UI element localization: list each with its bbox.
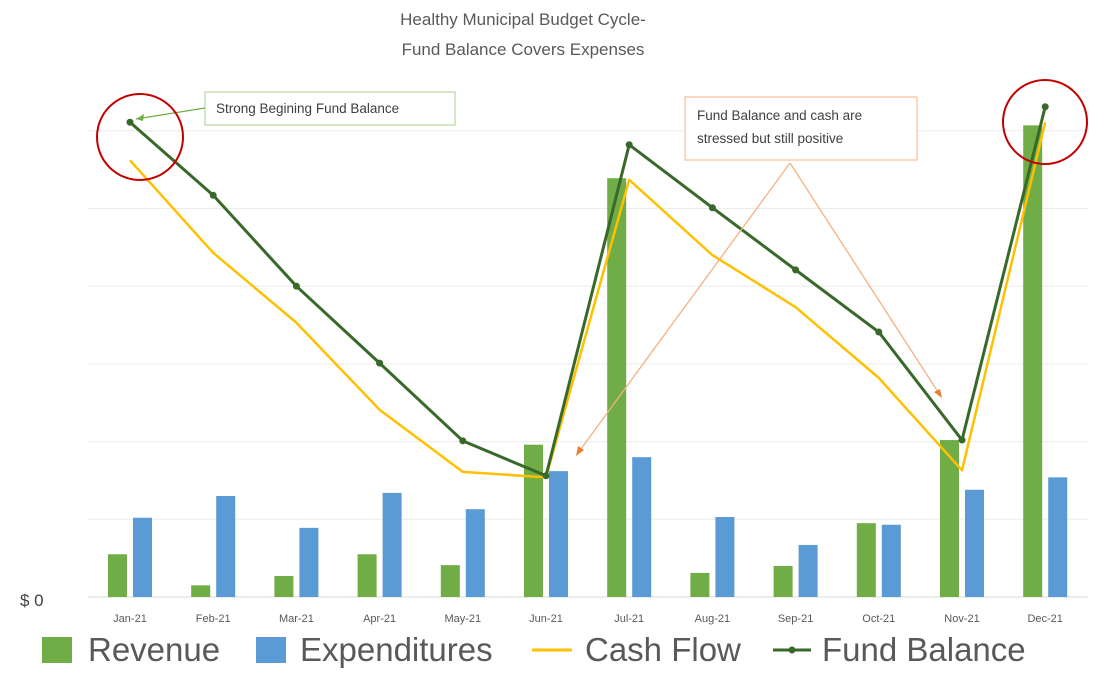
highlight-circle-jan: [96, 93, 184, 181]
bar-revenue: [274, 576, 294, 597]
bar-revenue: [357, 554, 377, 597]
legend-swatch-revenue: [42, 637, 72, 663]
bar-expenditures: [881, 524, 901, 597]
line-fund-balance: [129, 106, 1047, 478]
annotation-stressed-line-1: Fund Balance and cash are: [697, 108, 862, 123]
bar-expenditures: [798, 544, 818, 597]
bar-revenue: [856, 523, 876, 597]
point-fund-balance: [292, 282, 300, 290]
bar-revenue: [191, 585, 211, 597]
bar-expenditures: [632, 457, 652, 597]
point-fund-balance: [875, 328, 883, 336]
annotation-strong-balance: Strong Begining Fund Balance: [216, 101, 399, 116]
point-fund-balance: [376, 359, 384, 367]
bar-revenue: [1023, 125, 1043, 598]
bar-expenditures: [216, 495, 236, 597]
bar-expenditures: [465, 509, 485, 597]
x-tick-label: Aug-21: [695, 613, 730, 625]
legend-fund-balance: Fund Balance: [822, 631, 1026, 668]
legend-cash-flow: Cash Flow: [585, 631, 741, 668]
legend-marker-fund-balance: [788, 646, 796, 654]
y-tick-zero: $ 0: [20, 591, 44, 610]
arrowhead-icon: [934, 389, 942, 398]
arrowhead-icon: [576, 446, 584, 456]
arrowhead-icon: [136, 114, 144, 121]
point-fund-balance: [792, 266, 800, 274]
legend: Revenue Expenditures Cash Flow Fund Bala…: [42, 631, 1026, 668]
x-tick-label: Nov-21: [944, 613, 979, 625]
legend-expenditures: Expenditures: [300, 631, 493, 668]
line-cash-flow: [129, 121, 1047, 479]
point-fund-balance: [1041, 103, 1049, 111]
bar-revenue: [773, 565, 793, 597]
x-tick-label: Jun-21: [529, 613, 563, 625]
highlight-circle-dec: [1002, 79, 1088, 165]
x-tick-label: May-21: [444, 613, 481, 625]
x-tick-label: Feb-21: [196, 613, 231, 625]
bar-expenditures: [1048, 477, 1068, 597]
bar-expenditures: [549, 471, 568, 597]
point-fund-balance: [958, 436, 966, 444]
annotation-arrow-strong-balance: [135, 107, 206, 120]
point-fund-balance: [459, 437, 467, 445]
bar-revenue: [690, 572, 710, 597]
bar-expenditures: [299, 527, 319, 597]
x-tick-label: Dec-21: [1027, 613, 1062, 625]
annotation-arrow-nov: [789, 162, 941, 396]
bar-expenditures: [715, 516, 735, 597]
point-fund-balance: [209, 191, 217, 199]
chart-title-line-2: Fund Balance Covers Expenses: [402, 40, 645, 59]
bar-expenditures: [133, 517, 152, 597]
bar-revenue: [607, 178, 627, 597]
point-fund-balance: [542, 472, 550, 480]
bar-revenue: [108, 554, 127, 597]
annotation-arrow-jun: [577, 162, 791, 454]
point-fund-balance: [625, 141, 633, 149]
x-tick-label: Jul-21: [614, 613, 644, 625]
bar-expenditures: [965, 489, 984, 597]
annotation-stressed-line-2: stressed but still positive: [697, 131, 843, 146]
chart-title-line-1: Healthy Municipal Budget Cycle-: [400, 10, 646, 29]
bar-revenue: [524, 444, 543, 597]
x-tick-label: Jan-21: [113, 613, 147, 625]
annotation-box-stressed: [684, 96, 918, 161]
x-tick-label: Apr-21: [363, 613, 396, 625]
legend-revenue: Revenue: [88, 631, 220, 668]
bar-revenue: [440, 565, 460, 597]
x-tick-label: Oct-21: [862, 613, 895, 625]
point-fund-balance: [126, 118, 134, 126]
x-tick-label: Sep-21: [778, 613, 813, 625]
bar-revenue: [940, 440, 959, 597]
legend-swatch-expenditures: [256, 637, 286, 663]
point-fund-balance: [708, 204, 716, 212]
bar-expenditures: [382, 492, 402, 597]
x-tick-label: Mar-21: [279, 613, 314, 625]
